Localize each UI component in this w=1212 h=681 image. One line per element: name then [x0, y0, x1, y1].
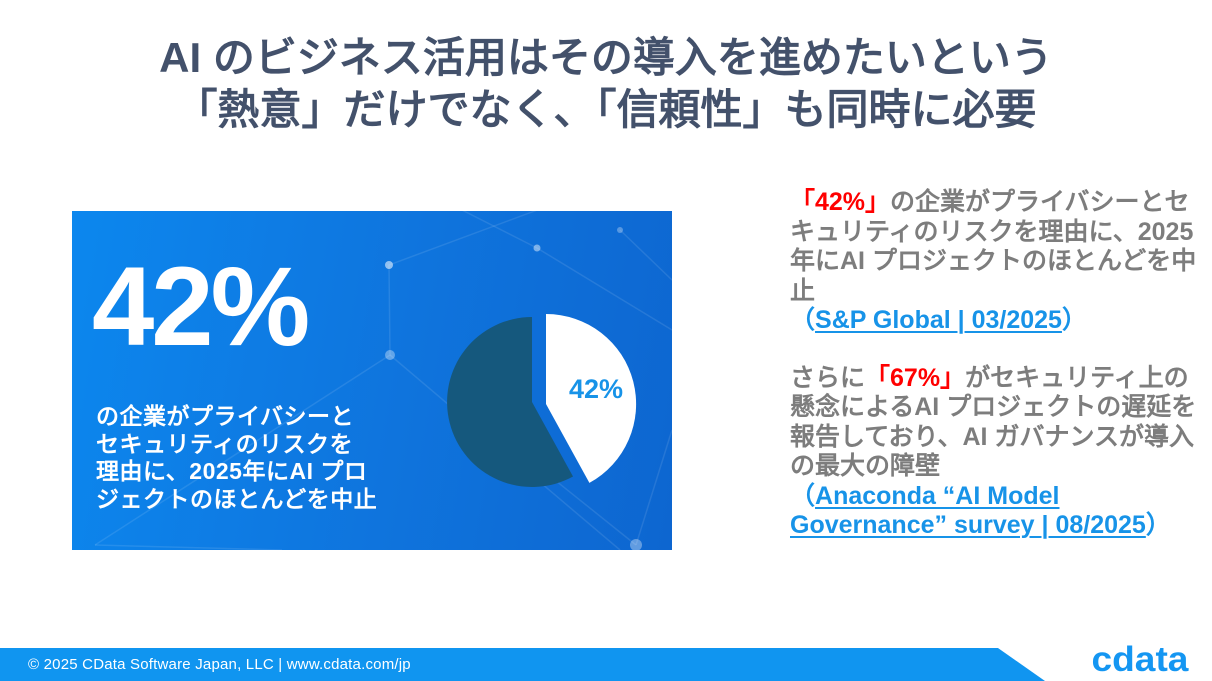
- source-link-anaconda[interactable]: Anaconda “AI Model Governance” survey | …: [790, 481, 1146, 540]
- slide-title-line1: AI のビジネス活用はその導入を進めたいという: [159, 34, 1053, 81]
- footer-copyright: © 2025 CData Software Japan, LLC | www.c…: [28, 656, 411, 673]
- pie-slice-42: [546, 313, 637, 483]
- network-pattern-and-pie-chart: [94, 211, 672, 550]
- paren-close: ）: [1061, 306, 1087, 334]
- stat-paragraph-2: さらに「67%」がセキュリティ上の懸念によるAI プロジェクトの遅延を報告してお…: [790, 364, 1205, 541]
- source-link-sp-global[interactable]: S&P Global | 03/2025: [815, 306, 1062, 334]
- highlight-42-percent: 「42%」: [790, 188, 891, 216]
- slide-title-line2: 「熱意」だけでなく、「信頼性」も同時に必要: [175, 86, 1037, 134]
- stat-infographic-card: 42% の企業がプライバシーと セキュリティのリスクを 理由に、2025年にAI…: [72, 211, 672, 550]
- paragraph-2-lead: さらに: [790, 363, 866, 392]
- constellation-dots: [385, 227, 642, 550]
- paragraph-1-body: の企業がプライバシーとセキュリティのリスクを理由に、2025年にAI プロジェク…: [790, 188, 1197, 305]
- pie-slice-58: [447, 317, 573, 487]
- stat-paragraph-1: 「42%」の企業がプライバシーとセキュリティのリスクを理由に、2025年にAI …: [790, 188, 1205, 336]
- footer-bar: © 2025 CData Software Japan, LLC | www.c…: [0, 648, 1045, 681]
- paren-open: （: [790, 481, 816, 510]
- paragraph-2-body: がセキュリティ上の懸念によるAI プロジェクトの遅延を報告しており、AI ガバナ…: [790, 363, 1197, 481]
- highlight-67-percent: 「67%」: [865, 363, 966, 392]
- big-stat-value: 42%: [92, 244, 310, 369]
- slide-title: AI のビジネス活用はその導入を進めたいという 「熱意」だけでなく、「信頼性」も…: [0, 32, 1212, 136]
- constellation-lines: [94, 211, 672, 550]
- pie-slice-label: 42%: [568, 374, 624, 404]
- stat-card-description: の企業がプライバシーと セキュリティのリスクを 理由に、2025年にAI プロ …: [96, 403, 378, 512]
- cdata-logo: cdata: [1091, 640, 1188, 679]
- paren-open: （: [790, 306, 816, 334]
- right-text-column: 「42%」の企業がプライバシーとセキュリティのリスクを理由に、2025年にAI …: [790, 188, 1205, 541]
- paren-close: ）: [1145, 511, 1171, 539]
